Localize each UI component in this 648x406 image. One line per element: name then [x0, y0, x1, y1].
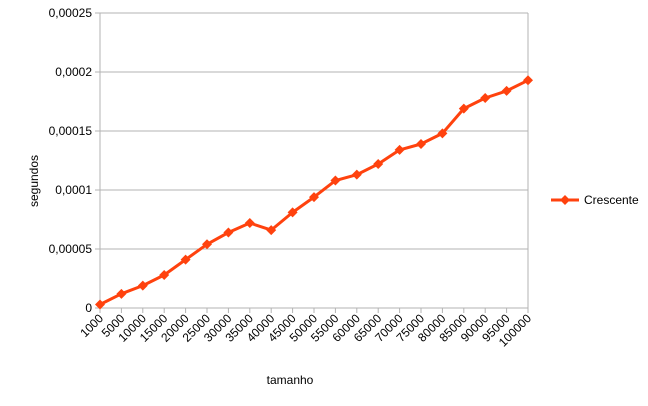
- data-point: [137, 280, 148, 291]
- legend-marker: [560, 195, 570, 205]
- axes: [99, 13, 529, 313]
- data-point: [416, 138, 426, 149]
- data-point: [480, 92, 491, 103]
- data-point: [309, 192, 319, 203]
- data-point: [116, 288, 127, 299]
- data-point: [95, 299, 105, 310]
- y-tick-labels: 0 0,00005 0,0001 0,00015 0,0002 0,00025: [49, 6, 93, 315]
- y-tick-label: 0,00005: [49, 242, 93, 256]
- data-point: [287, 207, 298, 218]
- data-point: [266, 225, 277, 236]
- data-point: [437, 128, 448, 139]
- data-point: [351, 169, 362, 180]
- y-tick-label: 0,0002: [55, 65, 92, 79]
- x-axis-label: tamanho: [267, 373, 314, 387]
- y-tick-label: 0: [85, 301, 92, 315]
- series-group: [95, 75, 533, 310]
- data-point: [373, 159, 384, 170]
- data-point: [501, 85, 512, 96]
- data-point: [523, 75, 533, 86]
- data-point: [244, 218, 255, 229]
- data-point: [223, 227, 234, 238]
- data-point: [159, 269, 170, 280]
- data-point: [180, 254, 191, 265]
- data-point: [202, 239, 212, 250]
- data-point: [394, 144, 405, 155]
- y-axis-label: segundos: [27, 155, 41, 207]
- data-point: [458, 103, 469, 114]
- grid-lines: [95, 12, 528, 309]
- y-tick-label: 0,0001: [55, 183, 92, 197]
- legend: Crescente: [551, 193, 639, 207]
- legend-label: Crescente: [584, 193, 639, 207]
- data-point: [330, 175, 341, 186]
- x-tick-labels: 1000500010000150002000025000300003500040…: [77, 311, 534, 349]
- y-tick-label: 0,00015: [49, 124, 93, 138]
- y-tick-label: 0,00025: [49, 6, 93, 20]
